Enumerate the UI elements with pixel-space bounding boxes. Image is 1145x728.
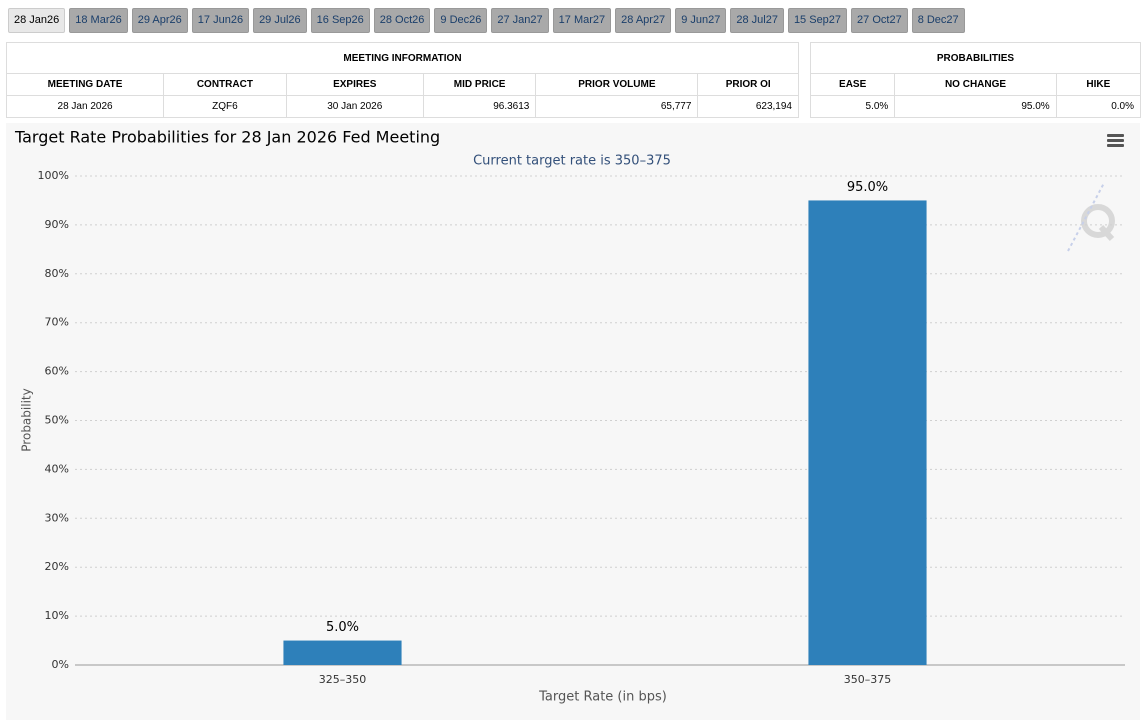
y-tick-label: 80% — [45, 267, 69, 280]
title-row: MEETING INFORMATION — [6, 42, 799, 74]
column-header: NO CHANGE — [894, 73, 1057, 96]
cell: 0.0% — [1055, 95, 1142, 118]
cell: 95.0% — [894, 95, 1057, 118]
table-title: MEETING INFORMATION — [6, 42, 799, 74]
y-tick-label: 0% — [52, 658, 69, 671]
tab[interactable]: 28 Jul27 — [730, 8, 784, 33]
y-tick-label: 40% — [45, 462, 69, 475]
chart-title: Target Rate Probabilities for 28 Jan 202… — [14, 128, 440, 147]
y-axis-title: Probability — [20, 388, 34, 451]
column-header: PRIOR OI — [697, 73, 799, 96]
header-row: EASE NO CHANGE HIKE — [809, 73, 1142, 96]
cell: 65,777 — [535, 95, 699, 118]
y-tick-label: 10% — [45, 609, 69, 622]
probability-table: PROBABILITIES EASE NO CHANGE HIKE 5.0% 95.0% 0… — [809, 42, 1142, 118]
tab[interactable]: 28 Apr27 — [615, 8, 672, 33]
tab-bar: 28 Jan26 18 Mar26 29 Apr26 17 Jun26 29 Jul26… — [8, 8, 965, 33]
table-title: PROBABILITIES — [810, 42, 1141, 74]
cell: 30 Jan 2026 — [285, 95, 424, 118]
x-tick-label: 325–350 — [319, 673, 367, 686]
menu-icon[interactable] — [1107, 134, 1124, 147]
y-tick-label: 30% — [45, 511, 69, 524]
tab[interactable]: 16 Sep26 — [310, 8, 370, 33]
cell: 623,194 — [697, 95, 799, 118]
logo — [1067, 182, 1115, 252]
tab[interactable]: 28 Jan26 — [8, 8, 66, 33]
bar — [283, 640, 402, 665]
tab[interactable]: 9 Jun27 — [675, 8, 727, 33]
column-header: CONTRACT — [163, 73, 287, 96]
x-axis-title: Target Rate (in bps) — [538, 690, 667, 705]
x-tick-label: 350–375 — [844, 673, 892, 686]
tab[interactable]: 27 Jan27 — [491, 8, 549, 33]
y-tick-label: 70% — [45, 316, 69, 329]
y-tick-label: 60% — [45, 365, 69, 378]
tab[interactable]: 17 Jun26 — [191, 8, 250, 33]
column-header: EASE — [809, 73, 896, 96]
value-label: 5.0% — [326, 620, 359, 635]
column-header: PRIOR VOLUME — [535, 73, 699, 96]
value-label: 95.0% — [847, 180, 888, 195]
header-row: MEETING DATE CONTRACT EXPIRES MID PRICE PRIO… — [5, 73, 799, 96]
tab[interactable]: 17 Mar27 — [552, 8, 612, 33]
column-header: EXPIRES — [285, 73, 424, 96]
cell: 28 Jan 2026 — [5, 95, 165, 118]
tab[interactable]: 29 Jul26 — [253, 8, 307, 33]
cell: ZQF6 — [163, 95, 287, 118]
y-tick-label: 100% — [38, 169, 69, 182]
cell: 5.0% — [809, 95, 896, 118]
chart: Target Rate Probabilities for 28 Jan 202… — [6, 123, 1140, 720]
tab[interactable]: 27 Oct27 — [851, 8, 908, 33]
title-row: PROBABILITIES — [810, 42, 1141, 74]
tab[interactable]: 9 Dec26 — [434, 8, 488, 33]
y-tick-label: 90% — [45, 218, 69, 231]
chart-subtitle: Current target rate is 350–375 — [473, 154, 671, 169]
y-tick-label: 50% — [45, 414, 69, 427]
tab[interactable]: 8 Dec27 — [911, 8, 965, 33]
cell: 96.3613 — [422, 95, 537, 118]
tab[interactable]: 29 Apr26 — [131, 8, 188, 33]
bar — [808, 200, 927, 665]
data-row: 5.0% 95.0% 0.0% — [809, 95, 1142, 118]
tab[interactable]: 18 Mar26 — [69, 8, 128, 33]
column-header: MID PRICE — [422, 73, 537, 96]
column-header: HIKE — [1055, 73, 1142, 96]
chart-background — [6, 123, 1140, 720]
meeting-table: MEETING INFORMATION MEETING DATE CONTRACT E… — [5, 42, 799, 118]
column-header: MEETING DATE — [5, 73, 165, 96]
tab[interactable]: 15 Sep27 — [787, 8, 848, 33]
y-tick-label: 20% — [45, 560, 69, 573]
tab[interactable]: 28 Oct26 — [373, 8, 431, 33]
data-row: 28 Jan 2026 ZQF6 30 Jan 2026 96.3613 65,777 6… — [5, 95, 799, 118]
